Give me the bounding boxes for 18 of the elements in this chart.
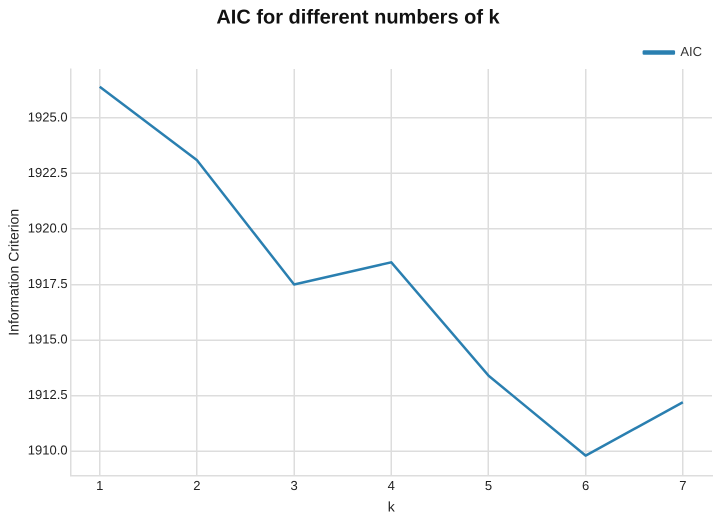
x-tick-label: 2 (193, 478, 201, 493)
y-axis-title: Information Criterion (5, 208, 22, 336)
y-tick-label: 1917.5 (28, 276, 68, 292)
y-tick-label: 1912.5 (28, 387, 68, 402)
y-tick-label: 1922.5 (28, 165, 68, 180)
y-tick-label: 1910.0 (28, 442, 68, 458)
x-tick-label: 4 (388, 478, 395, 493)
legend-label: AIC (680, 44, 702, 60)
y-tick-label: 1920.0 (28, 220, 68, 236)
x-tick-label: 3 (290, 478, 298, 493)
x-tick-label: 5 (484, 478, 492, 493)
x-tick-label: 1 (96, 478, 104, 493)
y-tick-label: 1925.0 (28, 109, 68, 124)
x-axis-title: k (388, 498, 396, 514)
y-tick-label: 1915.0 (28, 332, 68, 347)
chart-title: AIC for different numbers of k (216, 6, 501, 29)
x-tick-label: 7 (679, 478, 686, 493)
x-tick-label: 6 (582, 478, 590, 493)
